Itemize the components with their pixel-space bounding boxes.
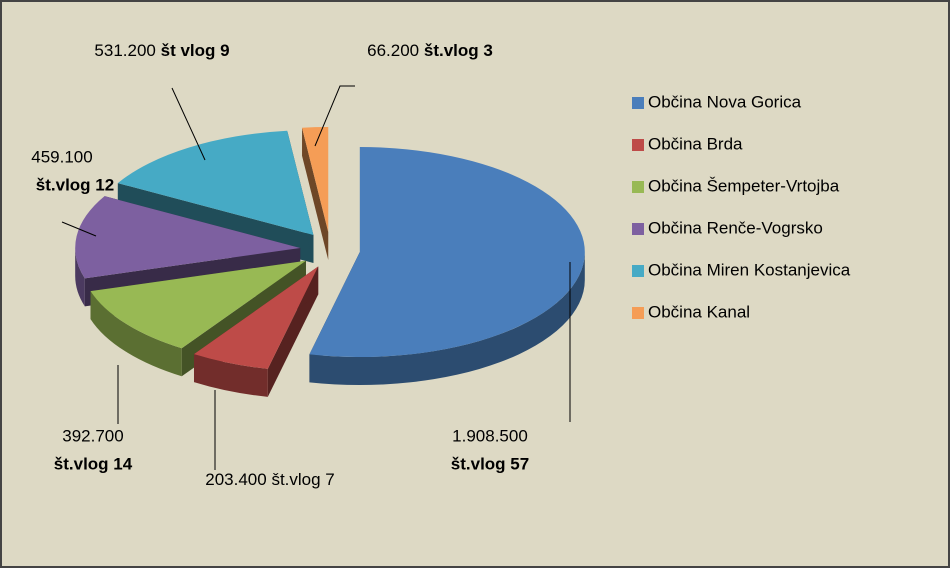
value-label: 531.200 <box>94 41 155 60</box>
legend-label: Občina Šempeter-Vrtojba <box>648 176 840 195</box>
slice-side <box>309 252 585 386</box>
leader-line <box>171 87 206 161</box>
pie-slice <box>75 196 301 279</box>
value-label: 203.400 <box>205 470 266 489</box>
value-label: 392.700 <box>62 426 123 445</box>
value-label: 66.200 <box>367 41 419 60</box>
data-label: 66.200 št.vlog 3 <box>367 41 493 60</box>
slice-side <box>75 247 85 307</box>
legend-swatch <box>632 265 644 277</box>
slice-wall <box>302 127 329 261</box>
legend-swatch <box>632 97 644 109</box>
legend-swatch <box>632 307 644 319</box>
pie-slice <box>117 130 314 235</box>
slice-side <box>90 291 182 377</box>
legend-swatch <box>632 139 644 151</box>
value-label: 459.100 <box>31 147 92 166</box>
legend-label: Občina Brda <box>648 134 743 153</box>
count-label: št.vlog 14 <box>54 454 133 473</box>
count-label: št.vlog 3 <box>424 41 493 60</box>
pie-slice <box>90 260 306 349</box>
legend-swatch <box>632 223 644 235</box>
legend-swatch <box>632 181 644 193</box>
legend-label: Občina Nova Gorica <box>648 92 802 111</box>
pie-slice <box>193 266 319 369</box>
legend-label: Občina Renče-Vogrsko <box>648 218 823 237</box>
pie-slice <box>309 147 585 358</box>
data-label: 203.400 št.vlog 7 <box>205 470 335 489</box>
leader-line <box>61 221 97 237</box>
data-label: 531.200 št vlog 9 <box>94 41 229 60</box>
leader-line <box>314 85 355 147</box>
legend-label: Občina Miren Kostanjevica <box>648 260 851 279</box>
count-label: št.vlog 57 <box>451 454 529 473</box>
pie-slice <box>302 127 329 233</box>
count-label: št vlog 9 <box>161 41 230 60</box>
legend-label: Občina Kanal <box>648 302 750 321</box>
value-label: 1.908.500 <box>452 426 528 445</box>
count-label: št.vlog 12 <box>36 175 114 194</box>
slice-side <box>193 354 268 397</box>
count-label: št.vlog 7 <box>271 470 334 489</box>
